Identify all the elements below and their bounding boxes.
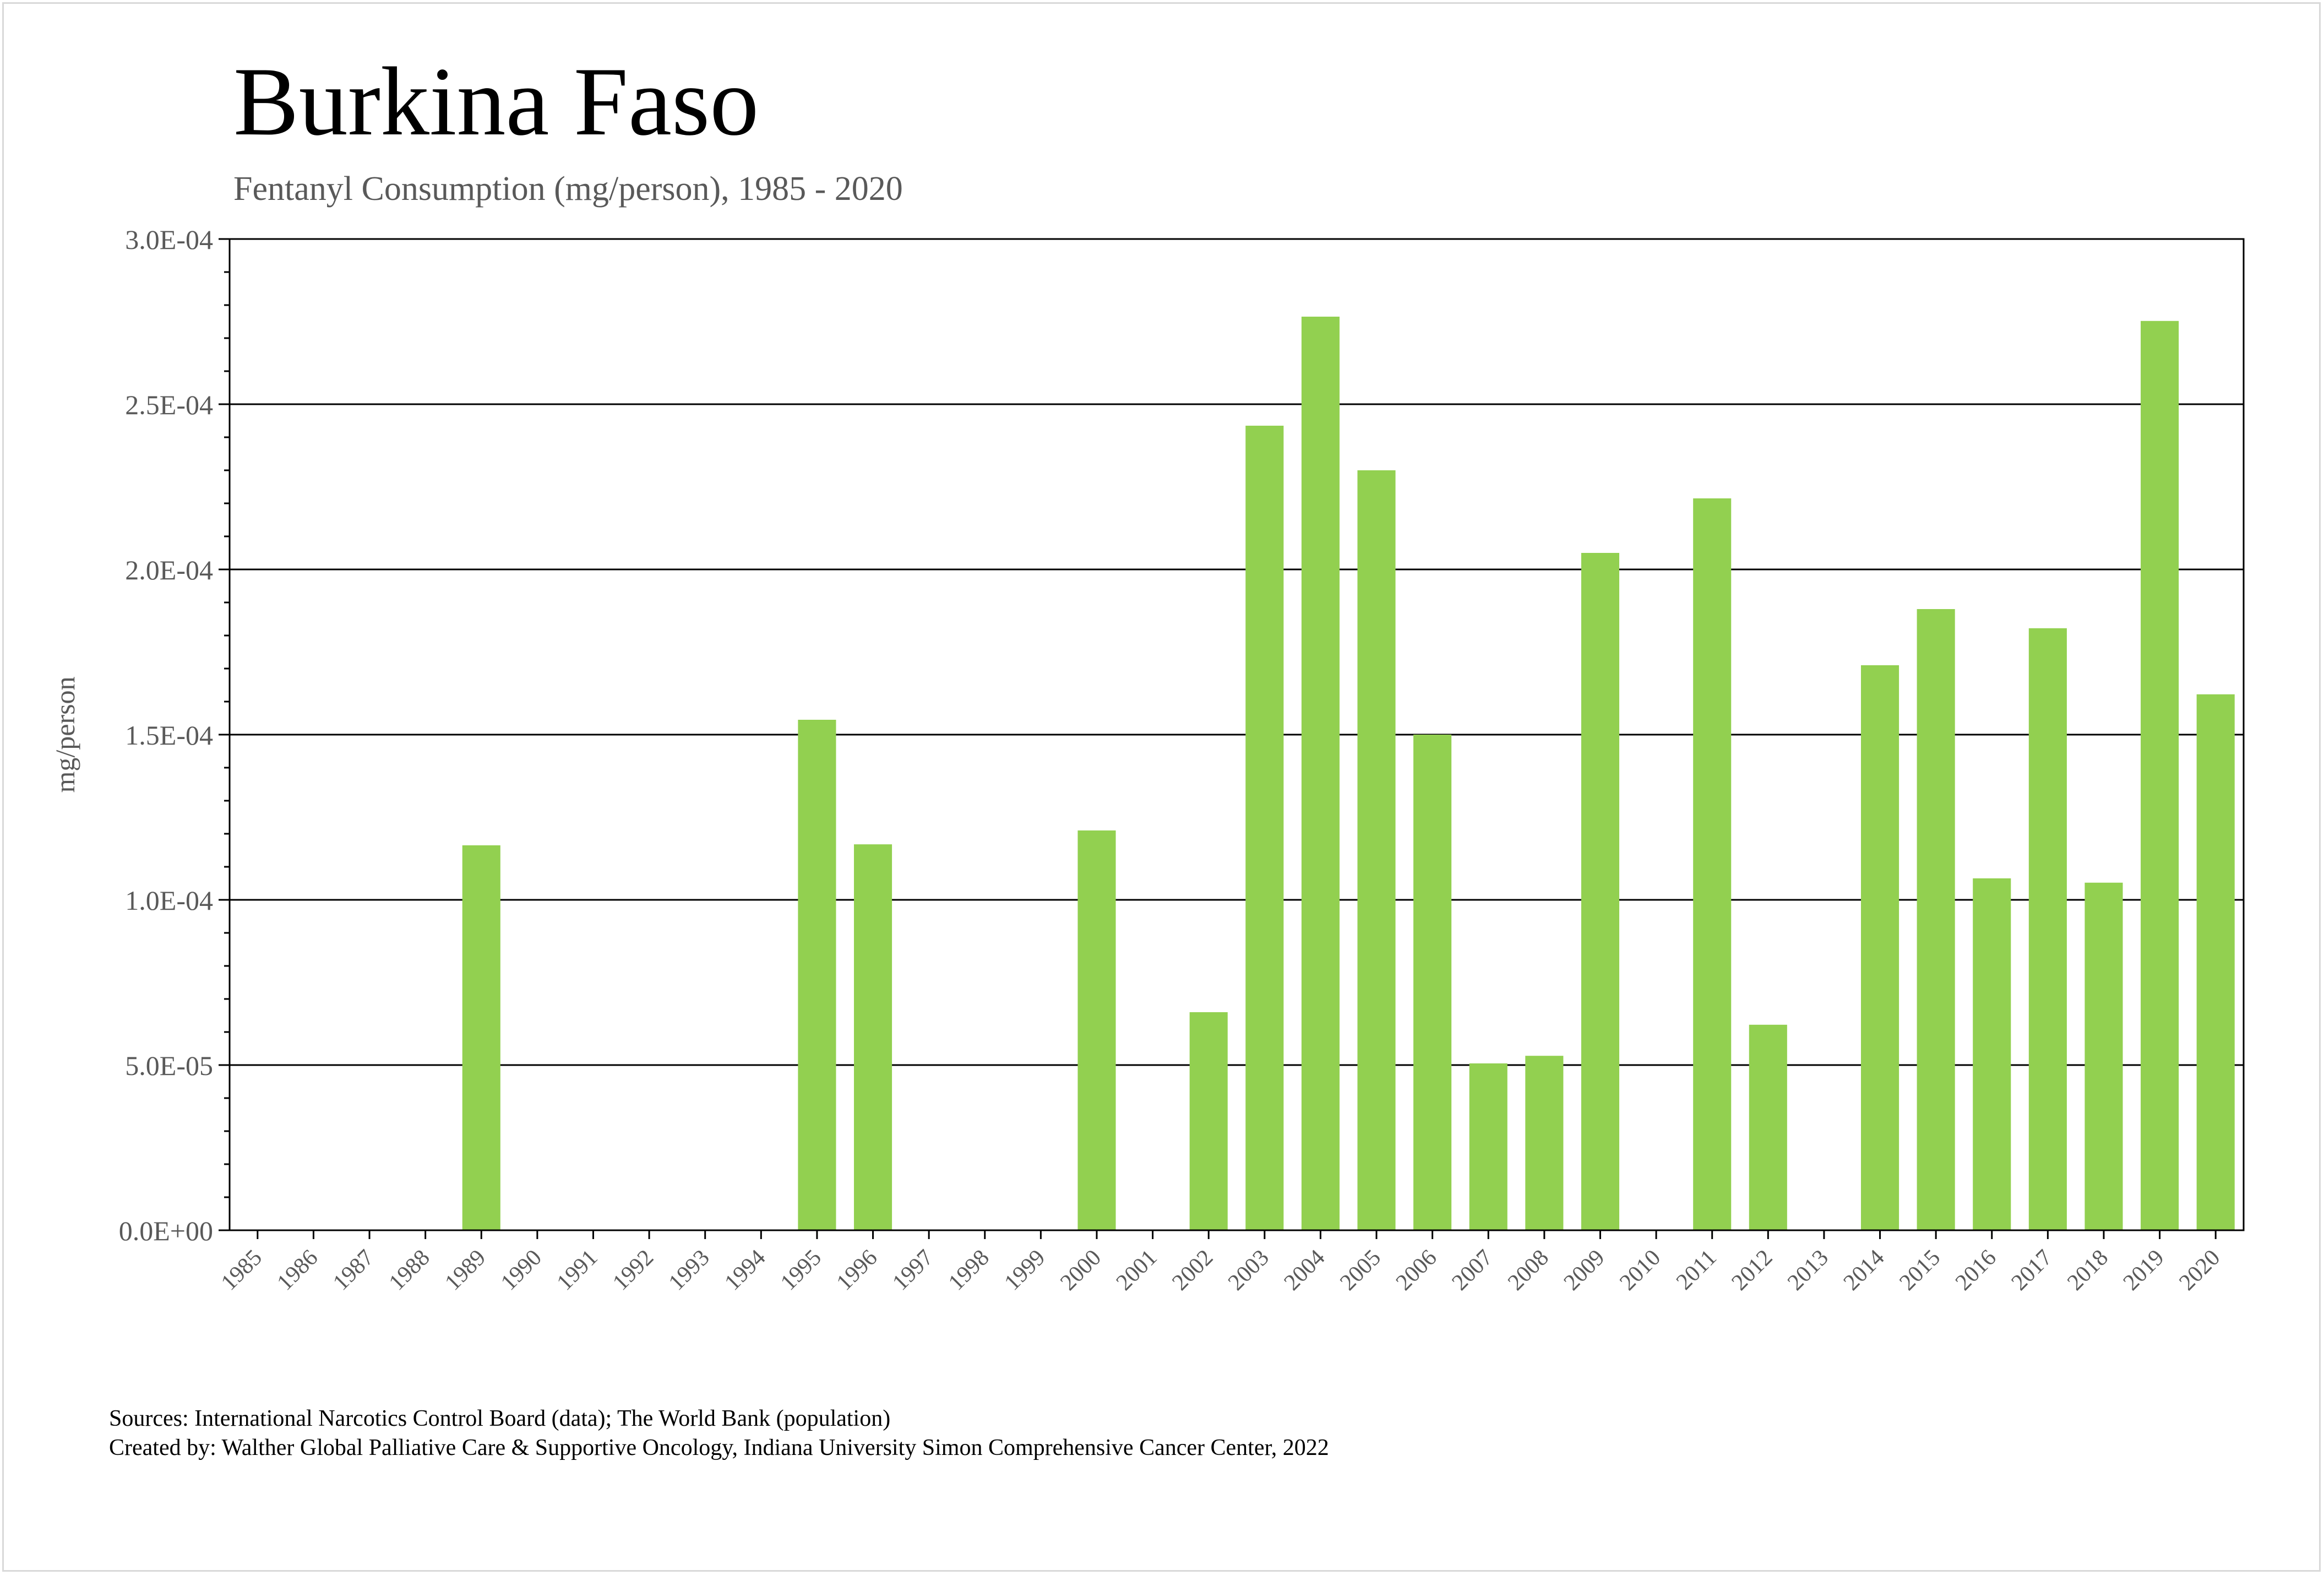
bar xyxy=(1749,1024,1787,1230)
x-tick-label: 2017 xyxy=(2007,1245,2058,1296)
x-tick-label: 2009 xyxy=(1559,1245,1610,1296)
x-tick-label: 1991 xyxy=(552,1245,603,1296)
sources-line: Sources: International Narcotics Control… xyxy=(109,1406,891,1431)
y-tick-label: 2.0E-04 xyxy=(125,555,213,585)
bar xyxy=(1301,317,1340,1230)
created-by-line: Created by: Walther Global Palliative Ca… xyxy=(109,1435,1329,1460)
bar xyxy=(798,720,836,1230)
x-tick-label: 2004 xyxy=(1280,1245,1330,1296)
bar xyxy=(2028,628,2067,1230)
x-tick-label: 2011 xyxy=(1672,1245,1722,1295)
x-tick-label: 2007 xyxy=(1447,1245,1498,1296)
x-tick-label: 2000 xyxy=(1055,1245,1106,1296)
x-tick-label: 2003 xyxy=(1223,1245,1274,1296)
bar xyxy=(1973,878,2011,1230)
bar xyxy=(1860,665,1900,1230)
y-axis-label: mg/person xyxy=(50,676,80,792)
x-tick-label: 1987 xyxy=(328,1245,379,1296)
x-tick-label: 1990 xyxy=(496,1245,547,1296)
x-tick-label: 2005 xyxy=(1335,1245,1386,1296)
x-tick-label: 2016 xyxy=(1951,1245,2001,1296)
y-tick-label: 5.0E-05 xyxy=(125,1050,213,1081)
x-tick-label: 1986 xyxy=(273,1245,323,1296)
bar xyxy=(1357,470,1396,1230)
x-tick-label: 1998 xyxy=(944,1245,994,1296)
bar xyxy=(2084,882,2123,1230)
x-tick-label: 1985 xyxy=(216,1245,267,1296)
bar xyxy=(2141,321,2179,1230)
sources-note: Sources: International Narcotics Control… xyxy=(109,1404,1329,1462)
x-tick-label: 1996 xyxy=(832,1245,883,1296)
x-tick-label: 2019 xyxy=(2119,1245,2169,1296)
x-tick-label: 2010 xyxy=(1615,1245,1666,1296)
x-tick-label: 2002 xyxy=(1167,1245,1218,1296)
x-tick-label: 2015 xyxy=(1895,1245,1945,1296)
x-tick-label: 2006 xyxy=(1391,1245,1442,1296)
bar xyxy=(1581,553,1620,1230)
x-tick-label: 1997 xyxy=(888,1245,938,1296)
bar xyxy=(1917,609,1955,1230)
x-tick-label: 2013 xyxy=(1783,1245,1833,1296)
bar xyxy=(1469,1063,1507,1230)
y-tick-label: 2.5E-04 xyxy=(125,389,213,420)
x-tick-label: 2008 xyxy=(1503,1245,1554,1296)
bar xyxy=(1189,1012,1228,1230)
x-tick-label: 1995 xyxy=(776,1245,826,1296)
bar xyxy=(2196,694,2235,1230)
bar xyxy=(1245,426,1284,1230)
plot-area-border xyxy=(228,238,2245,1231)
bar xyxy=(462,845,500,1230)
y-tick-label: 1.0E-04 xyxy=(125,885,213,916)
bar xyxy=(1413,735,1452,1230)
x-tick-label: 2014 xyxy=(1839,1245,1890,1296)
x-tick-label: 1988 xyxy=(384,1245,435,1296)
x-tick-label: 1993 xyxy=(664,1245,715,1296)
bar xyxy=(853,844,892,1230)
bar xyxy=(1693,498,1732,1230)
chart-title: Burkina Faso xyxy=(233,47,759,156)
x-tick-label: 2012 xyxy=(1727,1245,1777,1296)
bar xyxy=(1077,830,1116,1230)
y-tick-label: 3.0E-04 xyxy=(125,224,213,255)
x-tick-label: 1994 xyxy=(720,1245,770,1296)
x-tick-label: 1992 xyxy=(608,1245,658,1296)
x-tick-label: 1989 xyxy=(440,1245,491,1296)
x-tick-label: 2001 xyxy=(1112,1245,1162,1296)
x-tick-label: 2020 xyxy=(2174,1245,2225,1296)
y-tick-label: 1.5E-04 xyxy=(125,720,213,751)
x-tick-label: 1999 xyxy=(1000,1245,1051,1296)
bar xyxy=(1525,1056,1564,1230)
y-tick-label: 0.0E+00 xyxy=(119,1215,213,1246)
chart-subtitle: Fentanyl Consumption (mg/person), 1985 -… xyxy=(233,170,903,208)
x-tick-label: 2018 xyxy=(2062,1245,2113,1296)
